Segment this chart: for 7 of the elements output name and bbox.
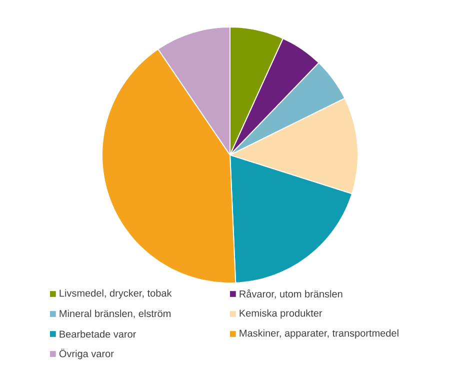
legend-label: Bearbetade varor xyxy=(60,330,136,338)
legend-label: Mineral bränslen, elström xyxy=(60,310,171,318)
legend-label: Livsmedel, drycker, tobak xyxy=(60,289,172,299)
legend-label: Maskiner, apparater, transportmedel xyxy=(240,329,398,339)
legend-label: Råvaror, utom bränslen xyxy=(240,289,342,299)
legend-label: Övriga varor xyxy=(59,348,114,360)
legend-label: Kemiska produkter xyxy=(240,309,322,319)
